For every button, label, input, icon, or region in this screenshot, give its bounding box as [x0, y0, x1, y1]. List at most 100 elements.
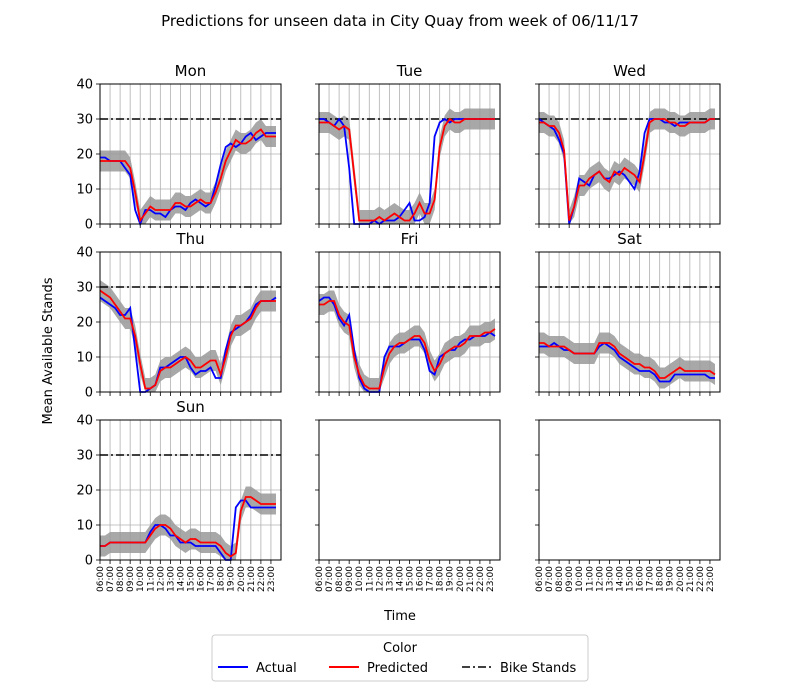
x-tick-label: 07:00 [545, 566, 555, 592]
subplot-title: Tue [396, 62, 423, 80]
x-tick-label: 21:00 [686, 566, 696, 592]
x-tick-label: 06:00 [96, 566, 106, 592]
x-tick-label: 15:00 [626, 566, 636, 592]
x-tick-label: 14:00 [176, 566, 186, 592]
x-tick-label: 17:00 [426, 566, 436, 592]
y-tick-label: 10 [76, 519, 93, 534]
subplot-sun: 06:00 07:00 08:00 09:00 10:00 11:00 12:00 13:00… [76, 398, 282, 592]
legend-predicted-label: Predicted [367, 661, 428, 676]
predicted-series-line [100, 128, 276, 223]
x-axis-label: Time [383, 609, 416, 624]
legend-box [211, 634, 589, 682]
x-tick-label: 21:00 [466, 566, 476, 592]
x-tick-label: 08:00 [335, 566, 345, 592]
subplot-wed: Wed [535, 62, 721, 228]
x-tick-label: 13:00 [385, 566, 395, 592]
y-tick-label: 0 [85, 554, 93, 569]
subplot-empty-7: 06:00 07:00 08:00 09:00 10:00 11:00 12:00 13:00… [315, 419, 501, 592]
predicted-series-line [99, 289, 276, 390]
y-tick-label: 30 [76, 281, 93, 296]
x-tick-label: 19:00 [446, 566, 456, 592]
predicted-series-line [319, 300, 496, 390]
y-tick-label: 0 [85, 386, 93, 401]
x-tick-label: 09:00 [126, 566, 136, 592]
subplot-fri: Fri [315, 230, 501, 396]
x-tick-label: 13:00 [166, 566, 176, 592]
prediction-band [319, 108, 495, 224]
x-tick-label: 22:00 [476, 566, 486, 592]
x-tick-label: 08:00 [116, 566, 126, 592]
x-tick-label: 20:00 [237, 566, 247, 592]
x-tick-label: 23:00 [486, 566, 496, 592]
y-tick-label: 10 [76, 183, 93, 198]
x-tick-label: 14:00 [615, 566, 625, 592]
legend: Color Actual Predicted Bike Stands [211, 634, 589, 682]
x-tick-label: 23:00 [267, 566, 277, 592]
x-tick-label: 18:00 [217, 566, 227, 592]
y-tick-label: 20 [76, 148, 93, 163]
x-tick-label: 20:00 [456, 566, 466, 592]
x-tick-label: 10:00 [355, 566, 365, 592]
x-tick-label: 15:00 [187, 566, 197, 592]
prediction-band [539, 108, 715, 224]
legend-bike-stands-label: Bike Stands [500, 661, 577, 676]
x-tick-label: 19:00 [227, 566, 237, 592]
y-tick-label: 10 [76, 351, 93, 366]
x-tick-label: 15:00 [406, 566, 416, 592]
x-tick-label: 22:00 [257, 566, 267, 592]
y-axis-label: Mean Available Stands [41, 277, 56, 424]
x-tick-label: 16:00 [416, 566, 426, 592]
subplot-grid: 0 10 20 30 40 Mon Tue Wed 0 10 20 30 40 Thu Fri Sat 06:0… [76, 62, 721, 592]
y-tick-label: 30 [76, 113, 93, 128]
predicted-series-line [319, 117, 495, 222]
x-tick-label: 08:00 [555, 566, 565, 592]
subplot-title: Wed [613, 62, 646, 80]
predicted-series-line [539, 342, 716, 379]
x-tick-label: 09:00 [565, 566, 575, 592]
subplot-title: Sun [176, 398, 205, 416]
legend-title: Color [383, 641, 418, 656]
x-tick-label: 13:00 [605, 566, 615, 592]
x-tick-label: 18:00 [436, 566, 446, 592]
subplot-title: Sat [617, 230, 642, 248]
y-tick-label: 20 [76, 316, 93, 331]
x-tick-label: 10:00 [575, 566, 585, 592]
subplot-title: Mon [175, 62, 207, 80]
subplot-sat: Sat [535, 230, 721, 396]
legend-actual-label: Actual [256, 661, 297, 676]
predicted-series-line [539, 118, 715, 221]
x-tick-label: 20:00 [676, 566, 686, 592]
x-tick-label: 06:00 [535, 566, 545, 592]
y-tick-label: 40 [76, 246, 93, 261]
x-tick-label: 14:00 [395, 566, 405, 592]
x-tick-label: 17:00 [646, 566, 656, 592]
x-tick-label: 07:00 [106, 566, 116, 592]
y-tick-label: 30 [76, 449, 93, 464]
x-tick-label: 06:00 [315, 566, 325, 592]
subplot-empty-8: 06:00 07:00 08:00 09:00 10:00 11:00 12:00 13:00… [535, 419, 721, 592]
x-tick-label: 12:00 [375, 566, 385, 592]
x-tick-label: 16:00 [197, 566, 207, 592]
y-tick-label: 0 [85, 218, 93, 233]
x-tick-label: 11:00 [585, 566, 595, 592]
x-tick-label: 07:00 [325, 566, 335, 592]
subplot-mon: 0 10 20 30 40 Mon [76, 62, 282, 233]
x-tick-label: 11:00 [365, 566, 375, 592]
subplot-thu: 0 10 20 30 40 Thu [76, 230, 282, 401]
x-tick-label: 12:00 [156, 566, 166, 592]
subplot-tue: Tue [315, 62, 501, 228]
x-tick-label: 16:00 [636, 566, 646, 592]
x-tick-label: 10:00 [136, 566, 146, 592]
y-tick-label: 20 [76, 484, 93, 499]
chart-title: Predictions for unseen data in City Quay… [161, 12, 639, 30]
x-tick-label: 23:00 [706, 566, 716, 592]
x-tick-label: 21:00 [247, 566, 257, 592]
x-tick-label: 09:00 [345, 566, 355, 592]
x-tick-label: 17:00 [207, 566, 217, 592]
x-tick-label: 18:00 [656, 566, 666, 592]
x-tick-label: 12:00 [595, 566, 605, 592]
y-tick-label: 40 [76, 414, 93, 429]
y-tick-label: 40 [76, 78, 93, 93]
x-tick-label: 11:00 [146, 566, 156, 592]
